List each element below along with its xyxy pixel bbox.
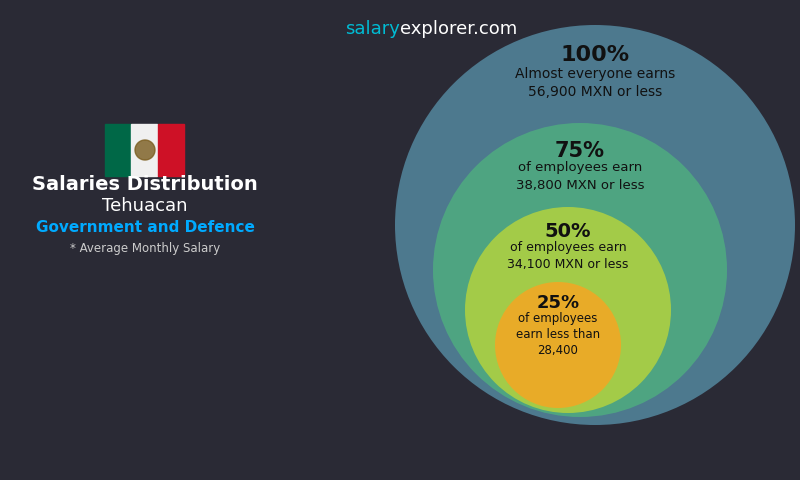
Circle shape bbox=[433, 123, 727, 417]
Text: 56,900 MXN or less: 56,900 MXN or less bbox=[528, 85, 662, 99]
Text: 25%: 25% bbox=[537, 294, 579, 312]
Text: explorer.com: explorer.com bbox=[400, 20, 518, 38]
Text: of employees earn: of employees earn bbox=[510, 241, 626, 254]
Bar bbox=[105, 124, 131, 176]
Circle shape bbox=[135, 140, 155, 160]
Text: Almost everyone earns: Almost everyone earns bbox=[515, 67, 675, 81]
Text: 75%: 75% bbox=[555, 141, 605, 161]
Text: 28,400: 28,400 bbox=[538, 344, 578, 357]
Circle shape bbox=[395, 25, 795, 425]
Circle shape bbox=[495, 282, 621, 408]
Text: earn less than: earn less than bbox=[516, 328, 600, 341]
Text: of employees: of employees bbox=[518, 312, 598, 325]
Text: salary: salary bbox=[345, 20, 400, 38]
Text: Tehuacan: Tehuacan bbox=[102, 197, 188, 215]
Bar bbox=[131, 124, 157, 176]
Text: Government and Defence: Government and Defence bbox=[35, 220, 254, 235]
Text: 100%: 100% bbox=[561, 45, 630, 65]
Text: 50%: 50% bbox=[545, 222, 591, 241]
Text: 38,800 MXN or less: 38,800 MXN or less bbox=[516, 179, 644, 192]
Text: 34,100 MXN or less: 34,100 MXN or less bbox=[507, 258, 629, 271]
Bar bbox=[158, 124, 184, 176]
Text: of employees earn: of employees earn bbox=[518, 161, 642, 174]
Text: * Average Monthly Salary: * Average Monthly Salary bbox=[70, 242, 220, 255]
Circle shape bbox=[465, 207, 671, 413]
Text: Salaries Distribution: Salaries Distribution bbox=[32, 175, 258, 194]
